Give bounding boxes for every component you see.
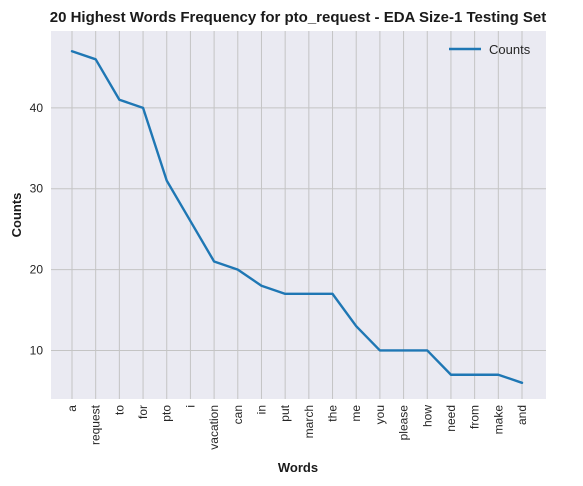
x-tick-label: the [326, 405, 340, 422]
x-axis-ticks: a request to for pto i vacation can in put march th… [65, 404, 529, 449]
x-tick-label: and [515, 405, 529, 425]
x-tick-label: put [278, 404, 292, 421]
x-tick-label: how [420, 405, 434, 427]
x-tick-label: can [231, 405, 245, 424]
x-tick-label: march [302, 405, 316, 438]
chart-title: 20 Highest Words Frequency for pto_reque… [50, 9, 546, 26]
y-tick-label: 20 [30, 263, 44, 277]
x-tick-label: pto [160, 405, 174, 422]
x-axis-label: Words [278, 460, 318, 475]
legend-label-counts: Counts [489, 42, 531, 57]
y-tick-label: 30 [30, 182, 44, 196]
x-tick-label: you [373, 405, 387, 424]
y-tick-label: 10 [30, 343, 44, 357]
x-tick-label: i [183, 405, 197, 408]
x-tick-label: vacation [207, 405, 221, 450]
series-lines [70, 50, 524, 385]
x-tick-label: please [397, 405, 411, 441]
x-tick-label: from [468, 405, 482, 429]
x-tick-label: for [136, 405, 150, 419]
x-tick-label: in [254, 405, 268, 414]
x-tick-label: make [491, 405, 505, 435]
x-tick-label: request [89, 404, 103, 445]
series-line-counts [70, 50, 524, 385]
x-tick-label: me [349, 405, 363, 422]
x-tick-label: need [444, 405, 458, 432]
grid-lines [51, 31, 546, 399]
legend: Counts [449, 42, 531, 57]
y-axis-ticks: 10 20 30 40 [30, 101, 44, 358]
y-axis-label: Counts [9, 193, 24, 238]
y-tick-label: 40 [30, 101, 44, 115]
x-tick-label: a [65, 405, 79, 412]
plot-area [51, 31, 546, 399]
x-tick-label: to [112, 405, 126, 415]
